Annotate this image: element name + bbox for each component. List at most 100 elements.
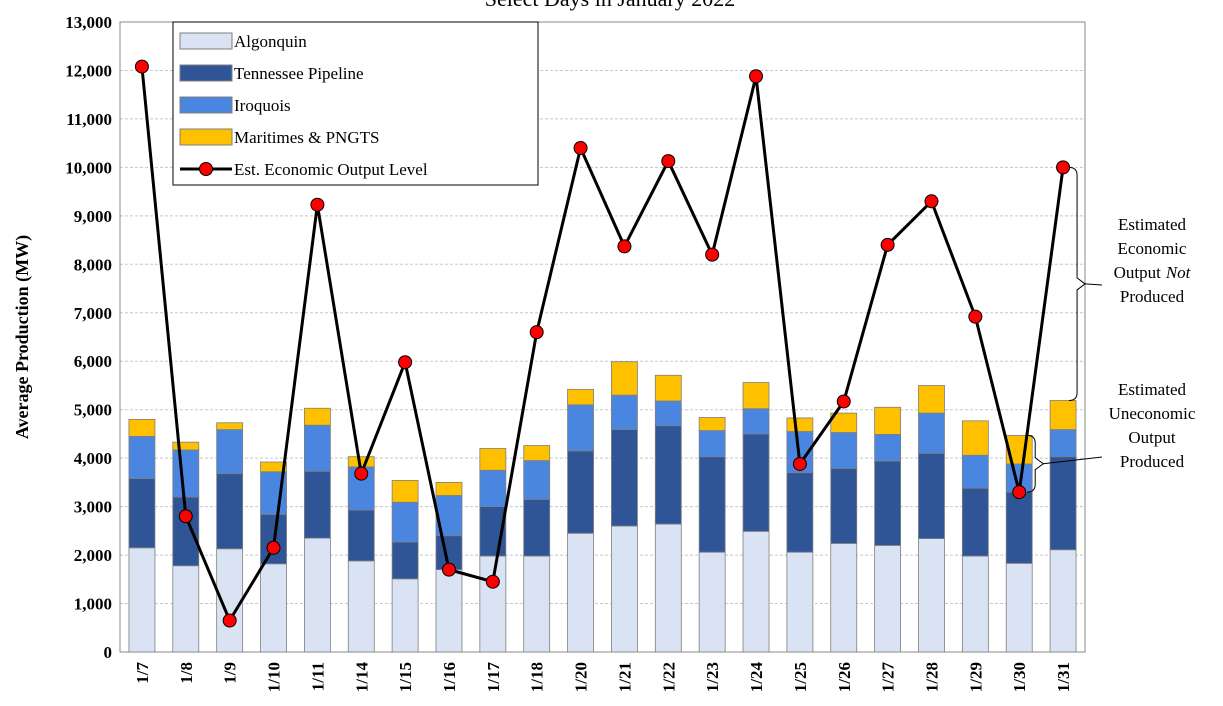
y-tick-label: 13,000 bbox=[65, 13, 112, 32]
bar-segment bbox=[1049, 400, 1077, 430]
bar-segment bbox=[303, 470, 331, 539]
x-tick-label: 1/29 bbox=[966, 662, 985, 692]
bracket bbox=[1069, 166, 1086, 401]
bar-segment bbox=[216, 473, 244, 550]
y-tick-label: 5,000 bbox=[74, 401, 112, 420]
annotation-segment: Output bbox=[1128, 428, 1176, 447]
annotation-text: Estimated bbox=[1118, 215, 1186, 234]
annotation-segment: Produced bbox=[1120, 452, 1185, 471]
legend-label: Est. Economic Output Level bbox=[234, 160, 428, 179]
y-tick-label: 10,000 bbox=[65, 158, 112, 177]
bar-segment bbox=[172, 565, 200, 653]
bar-segment bbox=[874, 406, 902, 435]
bar-segment bbox=[611, 525, 638, 653]
line-marker bbox=[661, 154, 676, 169]
bar-segment bbox=[172, 441, 200, 451]
annotation-segment: Uneconomic bbox=[1109, 404, 1196, 423]
bar-segment bbox=[391, 578, 419, 653]
annotation-text: Produced bbox=[1120, 452, 1185, 471]
legend-swatch bbox=[179, 128, 233, 146]
legend-label: Iroquois bbox=[234, 96, 291, 115]
line-marker bbox=[398, 355, 413, 370]
line-marker bbox=[880, 237, 895, 252]
x-tick-label: 1/14 bbox=[352, 662, 371, 693]
x-tick-label: 1/25 bbox=[791, 662, 810, 692]
x-tick-label: 1/15 bbox=[396, 662, 415, 692]
legend-swatch bbox=[179, 32, 233, 50]
line-marker bbox=[749, 69, 764, 84]
bar-segment bbox=[1049, 429, 1077, 458]
bar-segment bbox=[567, 404, 594, 452]
bar-segment bbox=[347, 509, 375, 562]
bar-segment bbox=[698, 417, 726, 431]
bar-segment bbox=[698, 551, 726, 653]
bar-segment bbox=[435, 481, 463, 496]
bar-segment bbox=[698, 430, 726, 458]
bar-segment bbox=[918, 538, 945, 653]
annotation-text: Estimated bbox=[1118, 380, 1186, 399]
bar-segment bbox=[611, 429, 638, 527]
bar-segment bbox=[611, 394, 638, 430]
line-marker bbox=[1056, 160, 1071, 175]
annotation-segment: Produced bbox=[1120, 287, 1185, 306]
y-tick-label: 0 bbox=[104, 643, 113, 662]
legend-box bbox=[172, 21, 539, 186]
y-tick-label: 6,000 bbox=[74, 352, 112, 371]
bar-segment bbox=[742, 433, 770, 532]
x-tick-label: 1/8 bbox=[177, 662, 196, 684]
bar-segment bbox=[830, 543, 858, 653]
bar-segment bbox=[128, 547, 156, 653]
y-tick-label: 7,000 bbox=[74, 304, 112, 323]
y-tick-label: 8,000 bbox=[74, 255, 112, 274]
bar-segment bbox=[523, 555, 551, 653]
y-axis-title: Average Production (MW) bbox=[12, 235, 33, 439]
y-tick-label: 4,000 bbox=[74, 449, 112, 468]
bar-segment bbox=[961, 454, 989, 489]
bar-segment bbox=[830, 412, 858, 433]
bar-segment bbox=[303, 537, 331, 653]
bar-segment bbox=[172, 449, 200, 498]
line-marker bbox=[792, 456, 807, 471]
bracket bbox=[1027, 434, 1045, 493]
line-marker bbox=[178, 509, 193, 524]
bar-segment bbox=[742, 530, 770, 653]
x-tick-label: 1/11 bbox=[308, 662, 327, 691]
bar-segment bbox=[479, 555, 507, 653]
bar-segment bbox=[567, 388, 594, 406]
annotation-text: Economic bbox=[1118, 239, 1187, 258]
annotation-leader bbox=[1043, 456, 1103, 465]
y-tick-label: 12,000 bbox=[65, 61, 112, 80]
bar-segment bbox=[1049, 456, 1077, 551]
legend-label: Maritimes & PNGTS bbox=[234, 128, 379, 147]
bar-segment bbox=[523, 498, 551, 557]
annotation-segment: Output bbox=[1114, 263, 1162, 282]
bar-segment bbox=[961, 420, 989, 456]
line-marker bbox=[924, 194, 939, 209]
line-marker bbox=[354, 466, 369, 481]
x-tick-label: 1/9 bbox=[221, 662, 240, 684]
line-marker bbox=[705, 247, 720, 262]
annotation-segment: Not bbox=[1165, 263, 1192, 282]
legend-swatch bbox=[179, 64, 233, 82]
x-tick-label: 1/10 bbox=[265, 662, 284, 692]
bar-segment bbox=[567, 532, 594, 653]
annotation-text: Output bbox=[1128, 428, 1176, 447]
bar-segment bbox=[918, 452, 945, 539]
x-tick-label: 1/21 bbox=[615, 662, 634, 692]
x-tick-label: 1/26 bbox=[835, 662, 854, 692]
bar-segment bbox=[260, 563, 287, 653]
legend-label: Tennessee Pipeline bbox=[234, 64, 364, 83]
bar-segment bbox=[742, 408, 770, 435]
line-marker bbox=[222, 613, 237, 628]
x-tick-label: 1/30 bbox=[1010, 662, 1029, 692]
bar-segment bbox=[128, 478, 156, 549]
legend: Algonquin Tennessee Pipeline Iroquois Marit… bbox=[172, 21, 539, 186]
legend-label: Algonquin bbox=[234, 32, 307, 51]
line-marker bbox=[968, 309, 983, 324]
y-tick-label: 1,000 bbox=[74, 595, 112, 614]
bar-segment bbox=[742, 382, 770, 410]
line-marker bbox=[134, 59, 149, 74]
x-tick-label: 1/20 bbox=[572, 662, 591, 692]
line-marker bbox=[836, 394, 851, 409]
bar-segment bbox=[391, 501, 419, 543]
